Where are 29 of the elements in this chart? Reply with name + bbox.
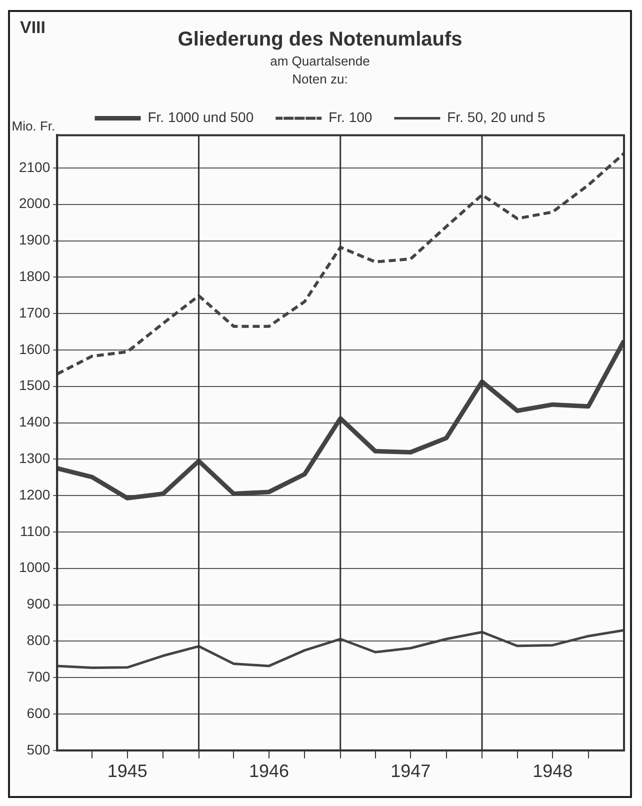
y-tick-label: 700 — [26, 668, 50, 684]
y-tick-label: 900 — [26, 596, 50, 612]
y-tick-label: 1600 — [18, 340, 50, 357]
chart-subtitle: am Quartalsende — [270, 53, 370, 68]
y-tick-label: 2000 — [18, 195, 50, 212]
x-tick-label: 1948 — [532, 761, 573, 782]
y-tick-label: 600 — [26, 704, 50, 721]
legend-label: Fr. 1000 und 500 — [148, 109, 254, 126]
text: VIII — [20, 18, 46, 38]
legend-label: Fr. 100 — [328, 109, 372, 126]
y-tick-label: 1700 — [18, 304, 50, 320]
x-tick-label: 1947 — [390, 761, 431, 782]
y-tick-label: 800 — [26, 632, 50, 648]
y-axis-title: Mio. Fr. — [12, 118, 56, 134]
chart-title: Gliederung des Notenumlaufs — [178, 28, 462, 51]
y-tick-label: 1100 — [20, 522, 50, 539]
y-tick-label: 2100 — [18, 158, 50, 175]
x-tick-label: 1945 — [107, 761, 148, 782]
y-tick-label: 1400 — [18, 414, 50, 430]
legend-label: Fr. 50, 20 und 5 — [447, 109, 546, 126]
x-tick-label: 1946 — [248, 761, 290, 782]
legend-title: Noten zu: — [292, 72, 348, 87]
y-tick-label: 1500 — [18, 377, 50, 394]
y-tick-label: 1900 — [18, 232, 50, 248]
y-tick-label: 1000 — [18, 559, 50, 576]
y-tick-label: 1300 — [18, 450, 50, 466]
y-tick-label: 1200 — [18, 486, 50, 502]
y-tick-label: 1800 — [18, 268, 50, 284]
y-tick-label: 500 — [26, 741, 50, 758]
